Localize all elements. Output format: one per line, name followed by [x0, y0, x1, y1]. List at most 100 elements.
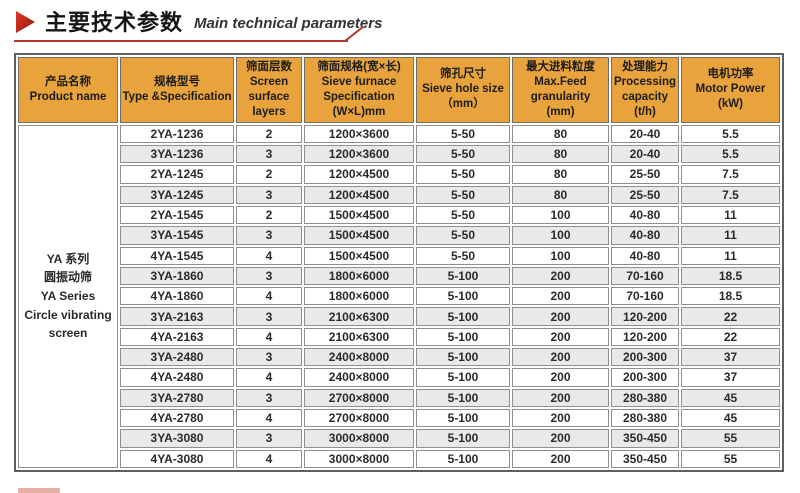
table-row: 3YA-2163 3 2100×6300 5-100 200 120-200 22: [18, 307, 780, 326]
table-cell: 5-50: [416, 246, 510, 265]
table-cell: 4YA-2780: [120, 408, 234, 428]
table-row: 2YA-1245 2 1200×4500 5-50 80 25-50 7.5: [18, 165, 780, 184]
table-cell: 11: [681, 205, 780, 225]
table-row: 3YA-2780 3 2700×8000 5-100 200 280-380 45: [18, 388, 780, 407]
table-cell: 2YA-1245: [120, 165, 234, 184]
table-cell: 5-50: [416, 226, 510, 245]
table-cell: 40-80: [611, 226, 679, 245]
table-cell: 25-50: [611, 185, 679, 204]
table-cell: 5-100: [416, 429, 510, 448]
header-row: 产品名称 Product name 规格型号 Type &Specificati…: [18, 57, 780, 123]
table-cell: 22: [681, 307, 780, 326]
table-cell: 4: [236, 368, 302, 387]
table-cell: 3YA-2163: [120, 307, 234, 326]
table-cell: 200: [512, 368, 609, 387]
col-header-product-name: 产品名称 Product name: [18, 57, 118, 123]
table-cell: 5-100: [416, 287, 510, 306]
table-cell: 22: [681, 327, 780, 347]
table-cell: 20-40: [611, 145, 679, 164]
table-cell: 3YA-1236: [120, 145, 234, 164]
table-cell: 200: [512, 327, 609, 347]
table-cell: 3: [236, 185, 302, 204]
table-cell: 4: [236, 408, 302, 428]
table-cell: 5-100: [416, 408, 510, 428]
table-cell: 280-380: [611, 388, 679, 407]
table-cell: 7.5: [681, 185, 780, 204]
table-cell: 1500×4500: [304, 226, 414, 245]
table-cell: 70-160: [611, 266, 679, 286]
table-cell: 3YA-1860: [120, 266, 234, 286]
table-body: YA 系列 圆振动筛 YA Series Circle vibrating sc…: [18, 124, 780, 468]
col-header-sieve-spec: 筛面规格(宽×长) Sieve furnace Specification (W…: [304, 57, 414, 123]
table-cell: 5-100: [416, 266, 510, 286]
table-cell: 4: [236, 287, 302, 306]
table-cell: 80: [512, 145, 609, 164]
table-cell: 2400×8000: [304, 368, 414, 387]
table-cell: 2100×6300: [304, 307, 414, 326]
table-row: 4YA-1545 4 1500×4500 5-50 100 40-80 11: [18, 246, 780, 265]
table-cell: 80: [512, 165, 609, 184]
col-header-capacity: 处理能力 Processing capacity (t/h): [611, 57, 679, 123]
table-cell: 1200×3600: [304, 124, 414, 144]
table-cell: 200-300: [611, 348, 679, 367]
table-cell: 1800×6000: [304, 266, 414, 286]
table-cell: 5-50: [416, 205, 510, 225]
table-cell: 1500×4500: [304, 205, 414, 225]
page-title-en: Main technical parameters: [194, 15, 383, 32]
table-cell: 5-100: [416, 368, 510, 387]
partial-next-section-mark: [18, 488, 60, 493]
table-cell: 5-100: [416, 327, 510, 347]
product-name-cell: YA 系列 圆振动筛 YA Series Circle vibrating sc…: [18, 124, 118, 468]
table-cell: 3000×8000: [304, 449, 414, 468]
table-cell: 5-50: [416, 165, 510, 184]
table-cell: 4YA-2163: [120, 327, 234, 347]
table-cell: 1800×6000: [304, 287, 414, 306]
table-cell: 25-50: [611, 165, 679, 184]
table-cell: 200: [512, 266, 609, 286]
table-cell: 2100×6300: [304, 327, 414, 347]
col-header-sieve-hole: 筛孔尺寸 Sieve hole size （mm）: [416, 57, 510, 123]
table-cell: 200: [512, 287, 609, 306]
table-cell: 20-40: [611, 124, 679, 144]
table-cell: 3: [236, 429, 302, 448]
table-cell: 3: [236, 226, 302, 245]
table-cell: 4YA-3080: [120, 449, 234, 468]
table-cell: 5-100: [416, 307, 510, 326]
table-header: 产品名称 Product name 规格型号 Type &Specificati…: [18, 57, 780, 123]
table-cell: 2: [236, 124, 302, 144]
table-cell: 200-300: [611, 368, 679, 387]
table-cell: 3: [236, 348, 302, 367]
table-cell: 3: [236, 388, 302, 407]
table-cell: 100: [512, 226, 609, 245]
table-cell: 3YA-2780: [120, 388, 234, 407]
table-row: 3YA-2480 3 2400×8000 5-100 200 200-300 37: [18, 348, 780, 367]
table-cell: 80: [512, 185, 609, 204]
table-cell: 200: [512, 429, 609, 448]
table-cell: 37: [681, 348, 780, 367]
table-cell: 3YA-2480: [120, 348, 234, 367]
table-cell: 200: [512, 408, 609, 428]
table-row: 4YA-2780 4 2700×8000 5-100 200 280-380 45: [18, 408, 780, 428]
table-cell: 18.5: [681, 266, 780, 286]
table-row: 3YA-1545 3 1500×4500 5-50 100 40-80 11: [18, 226, 780, 245]
table-cell: 7.5: [681, 165, 780, 184]
table-cell: 120-200: [611, 327, 679, 347]
table-row: 4YA-3080 4 3000×8000 5-100 200 350-450 55: [18, 449, 780, 468]
table-cell: 3: [236, 307, 302, 326]
table-cell: 200: [512, 449, 609, 468]
table-cell: 280-380: [611, 408, 679, 428]
table-row: 4YA-2480 4 2400×8000 5-100 200 200-300 37: [18, 368, 780, 387]
table-cell: 5-100: [416, 449, 510, 468]
table-cell: 5-100: [416, 348, 510, 367]
table-cell: 40-80: [611, 205, 679, 225]
table-cell: 4YA-1860: [120, 287, 234, 306]
title-underline: [14, 40, 348, 42]
table-cell: 37: [681, 368, 780, 387]
table-cell: 45: [681, 408, 780, 428]
table-cell: 100: [512, 246, 609, 265]
table-row: 3YA-1860 3 1800×6000 5-100 200 70-160 18.5: [18, 266, 780, 286]
table-row: YA 系列 圆振动筛 YA Series Circle vibrating sc…: [18, 124, 780, 468]
table-cell: 3000×8000: [304, 429, 414, 448]
table-cell: 1500×4500: [304, 246, 414, 265]
table-cell: 2700×8000: [304, 388, 414, 407]
